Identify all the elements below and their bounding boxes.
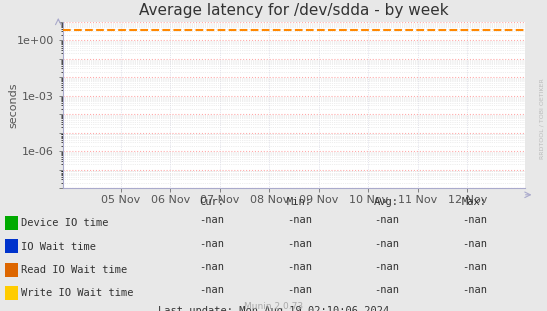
Text: -nan: -nan [462, 215, 487, 225]
Text: -nan: -nan [374, 215, 399, 225]
Text: -nan: -nan [287, 262, 312, 272]
Text: -nan: -nan [374, 285, 399, 295]
Text: -nan: -nan [374, 239, 399, 248]
Text: -nan: -nan [199, 215, 224, 225]
Text: -nan: -nan [374, 262, 399, 272]
Text: Min:: Min: [287, 197, 312, 207]
Text: -nan: -nan [462, 285, 487, 295]
Text: -nan: -nan [199, 262, 224, 272]
Text: -nan: -nan [199, 285, 224, 295]
Text: Max:: Max: [462, 197, 487, 207]
Text: Avg:: Avg: [374, 197, 399, 207]
Text: -nan: -nan [462, 262, 487, 272]
Title: Average latency for /dev/sdda - by week: Average latency for /dev/sdda - by week [139, 3, 449, 18]
Text: Cur:: Cur: [199, 197, 224, 207]
Y-axis label: seconds: seconds [9, 82, 19, 128]
Text: -nan: -nan [287, 215, 312, 225]
Text: -nan: -nan [462, 239, 487, 248]
Text: -nan: -nan [287, 239, 312, 248]
Text: Munin 2.0.73: Munin 2.0.73 [244, 302, 303, 311]
Text: -nan: -nan [199, 239, 224, 248]
Text: Write IO Wait time: Write IO Wait time [21, 288, 133, 298]
Text: Last update: Mon Aug 19 02:10:06 2024: Last update: Mon Aug 19 02:10:06 2024 [158, 306, 389, 311]
Text: -nan: -nan [287, 285, 312, 295]
Text: Read IO Wait time: Read IO Wait time [21, 265, 127, 275]
Text: IO Wait time: IO Wait time [21, 242, 96, 252]
Text: RRDTOOL / TOBI OETIKER: RRDTOOL / TOBI OETIKER [539, 78, 544, 159]
Text: Device IO time: Device IO time [21, 218, 108, 228]
